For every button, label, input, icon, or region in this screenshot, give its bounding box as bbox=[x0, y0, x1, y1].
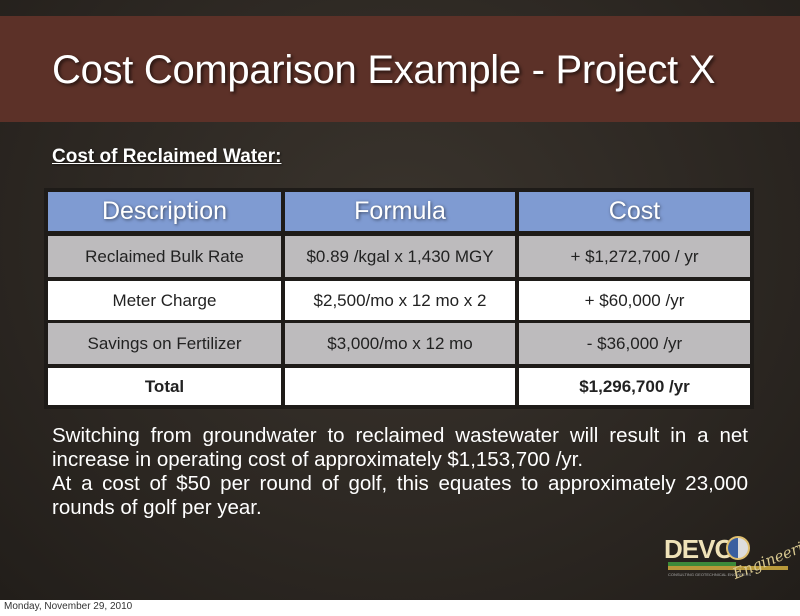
row-1-cost: + $1,272,700 / yr bbox=[519, 236, 750, 277]
row-3-cost: - $36,000 /yr bbox=[519, 323, 750, 364]
row-2-cost: + $60,000 /yr bbox=[519, 281, 750, 320]
row-1-formula: $0.89 /kgal x 1,430 MGY bbox=[285, 236, 515, 277]
logo-stripe-green bbox=[668, 562, 736, 566]
total-cost: $1,296,700 /yr bbox=[519, 368, 750, 405]
summary-text: Switching from groundwater to reclaimed … bbox=[52, 424, 748, 520]
cost-table: Description Formula Cost Reclaimed Bulk … bbox=[44, 188, 754, 409]
total-formula bbox=[285, 368, 515, 405]
row-1-description: Reclaimed Bulk Rate bbox=[48, 236, 281, 277]
row-3-description: Savings on Fertilizer bbox=[48, 323, 281, 364]
header-cost: Cost bbox=[519, 192, 750, 231]
header-formula: Formula bbox=[285, 192, 515, 231]
logo-main-text: DEVO bbox=[664, 534, 735, 564]
slide: Cost Comparison Example - Project X Cost… bbox=[0, 0, 800, 600]
devo-engineering-logo: DEVO CONSULTING GEOTECHNICAL ENGINEERS E… bbox=[664, 531, 800, 584]
row-3-formula: $3,000/mo x 12 mo bbox=[285, 323, 515, 364]
section-heading: Cost of Reclaimed Water: bbox=[52, 146, 282, 167]
total-label: Total bbox=[48, 368, 281, 405]
slide-title: Cost Comparison Example - Project X bbox=[52, 48, 716, 92]
header-description: Description bbox=[48, 192, 281, 231]
logo-tagline: CONSULTING GEOTECHNICAL ENGINEERS bbox=[668, 572, 752, 577]
title-band bbox=[0, 16, 800, 122]
row-2-description: Meter Charge bbox=[48, 281, 281, 320]
logo-crosshair-icon bbox=[726, 536, 750, 560]
summary-paragraph-2: At a cost of $50 per round of golf, this… bbox=[52, 472, 748, 519]
logo-stripe-gold bbox=[668, 566, 788, 570]
summary-paragraph-1: Switching from groundwater to reclaimed … bbox=[52, 424, 748, 471]
row-2-formula: $2,500/mo x 12 mo x 2 bbox=[285, 281, 515, 320]
footer-date: Monday, November 29, 2010 bbox=[4, 601, 133, 612]
